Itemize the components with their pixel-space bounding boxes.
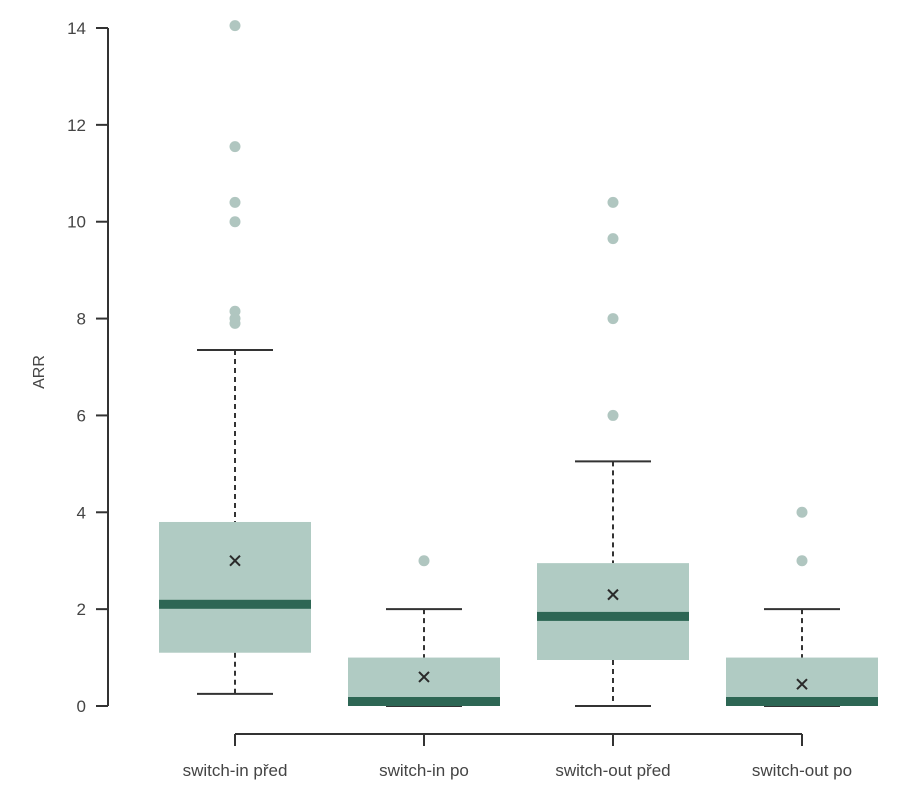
outlier-point [418, 555, 430, 567]
outlier-point [607, 409, 619, 421]
boxes [159, 20, 878, 707]
outlier-point [229, 20, 241, 32]
outlier-point [607, 196, 619, 208]
box-group [159, 20, 311, 695]
y-tick-label: 2 [77, 600, 86, 619]
y-axis-title: ARR [31, 355, 48, 389]
outlier-point [229, 305, 241, 317]
median-line [159, 599, 311, 609]
y-tick-label: 6 [77, 406, 86, 425]
median-line [348, 697, 500, 706]
y-tick-label: 10 [67, 213, 86, 232]
y-ticks: 0 2 4 6 8 10 12 14 [67, 19, 108, 716]
outlier-point [796, 506, 808, 518]
mean-marker [607, 588, 619, 601]
median-line [537, 611, 689, 621]
mean-marker [796, 678, 808, 690]
x-tick-label: switch-in po [379, 761, 469, 780]
x-tick-label: switch-out před [555, 761, 670, 780]
iqr-box [159, 521, 311, 653]
mean-marker [418, 671, 430, 683]
y-tick-label: 4 [77, 503, 86, 522]
y-tick-label: 14 [67, 19, 86, 38]
box-group [726, 506, 878, 707]
box-group [537, 196, 689, 707]
x-tick-label: switch-in před [183, 761, 288, 780]
box-group [348, 555, 500, 707]
outlier-point [229, 196, 241, 208]
median-line [726, 697, 878, 706]
x-ticks: switch-in před switch-in po switch-out pře… [183, 734, 852, 780]
x-tick-label: switch-out po [752, 761, 852, 780]
iqr-box [537, 563, 689, 660]
outlier-point [229, 141, 241, 153]
outlier-point [607, 313, 619, 325]
y-tick-label: 12 [67, 116, 86, 135]
outlier-point [607, 233, 619, 245]
y-tick-label: 8 [77, 310, 86, 329]
mean-marker [229, 555, 241, 567]
outlier-point [796, 555, 808, 567]
outlier-point [229, 216, 241, 228]
y-tick-label: 0 [77, 697, 86, 716]
